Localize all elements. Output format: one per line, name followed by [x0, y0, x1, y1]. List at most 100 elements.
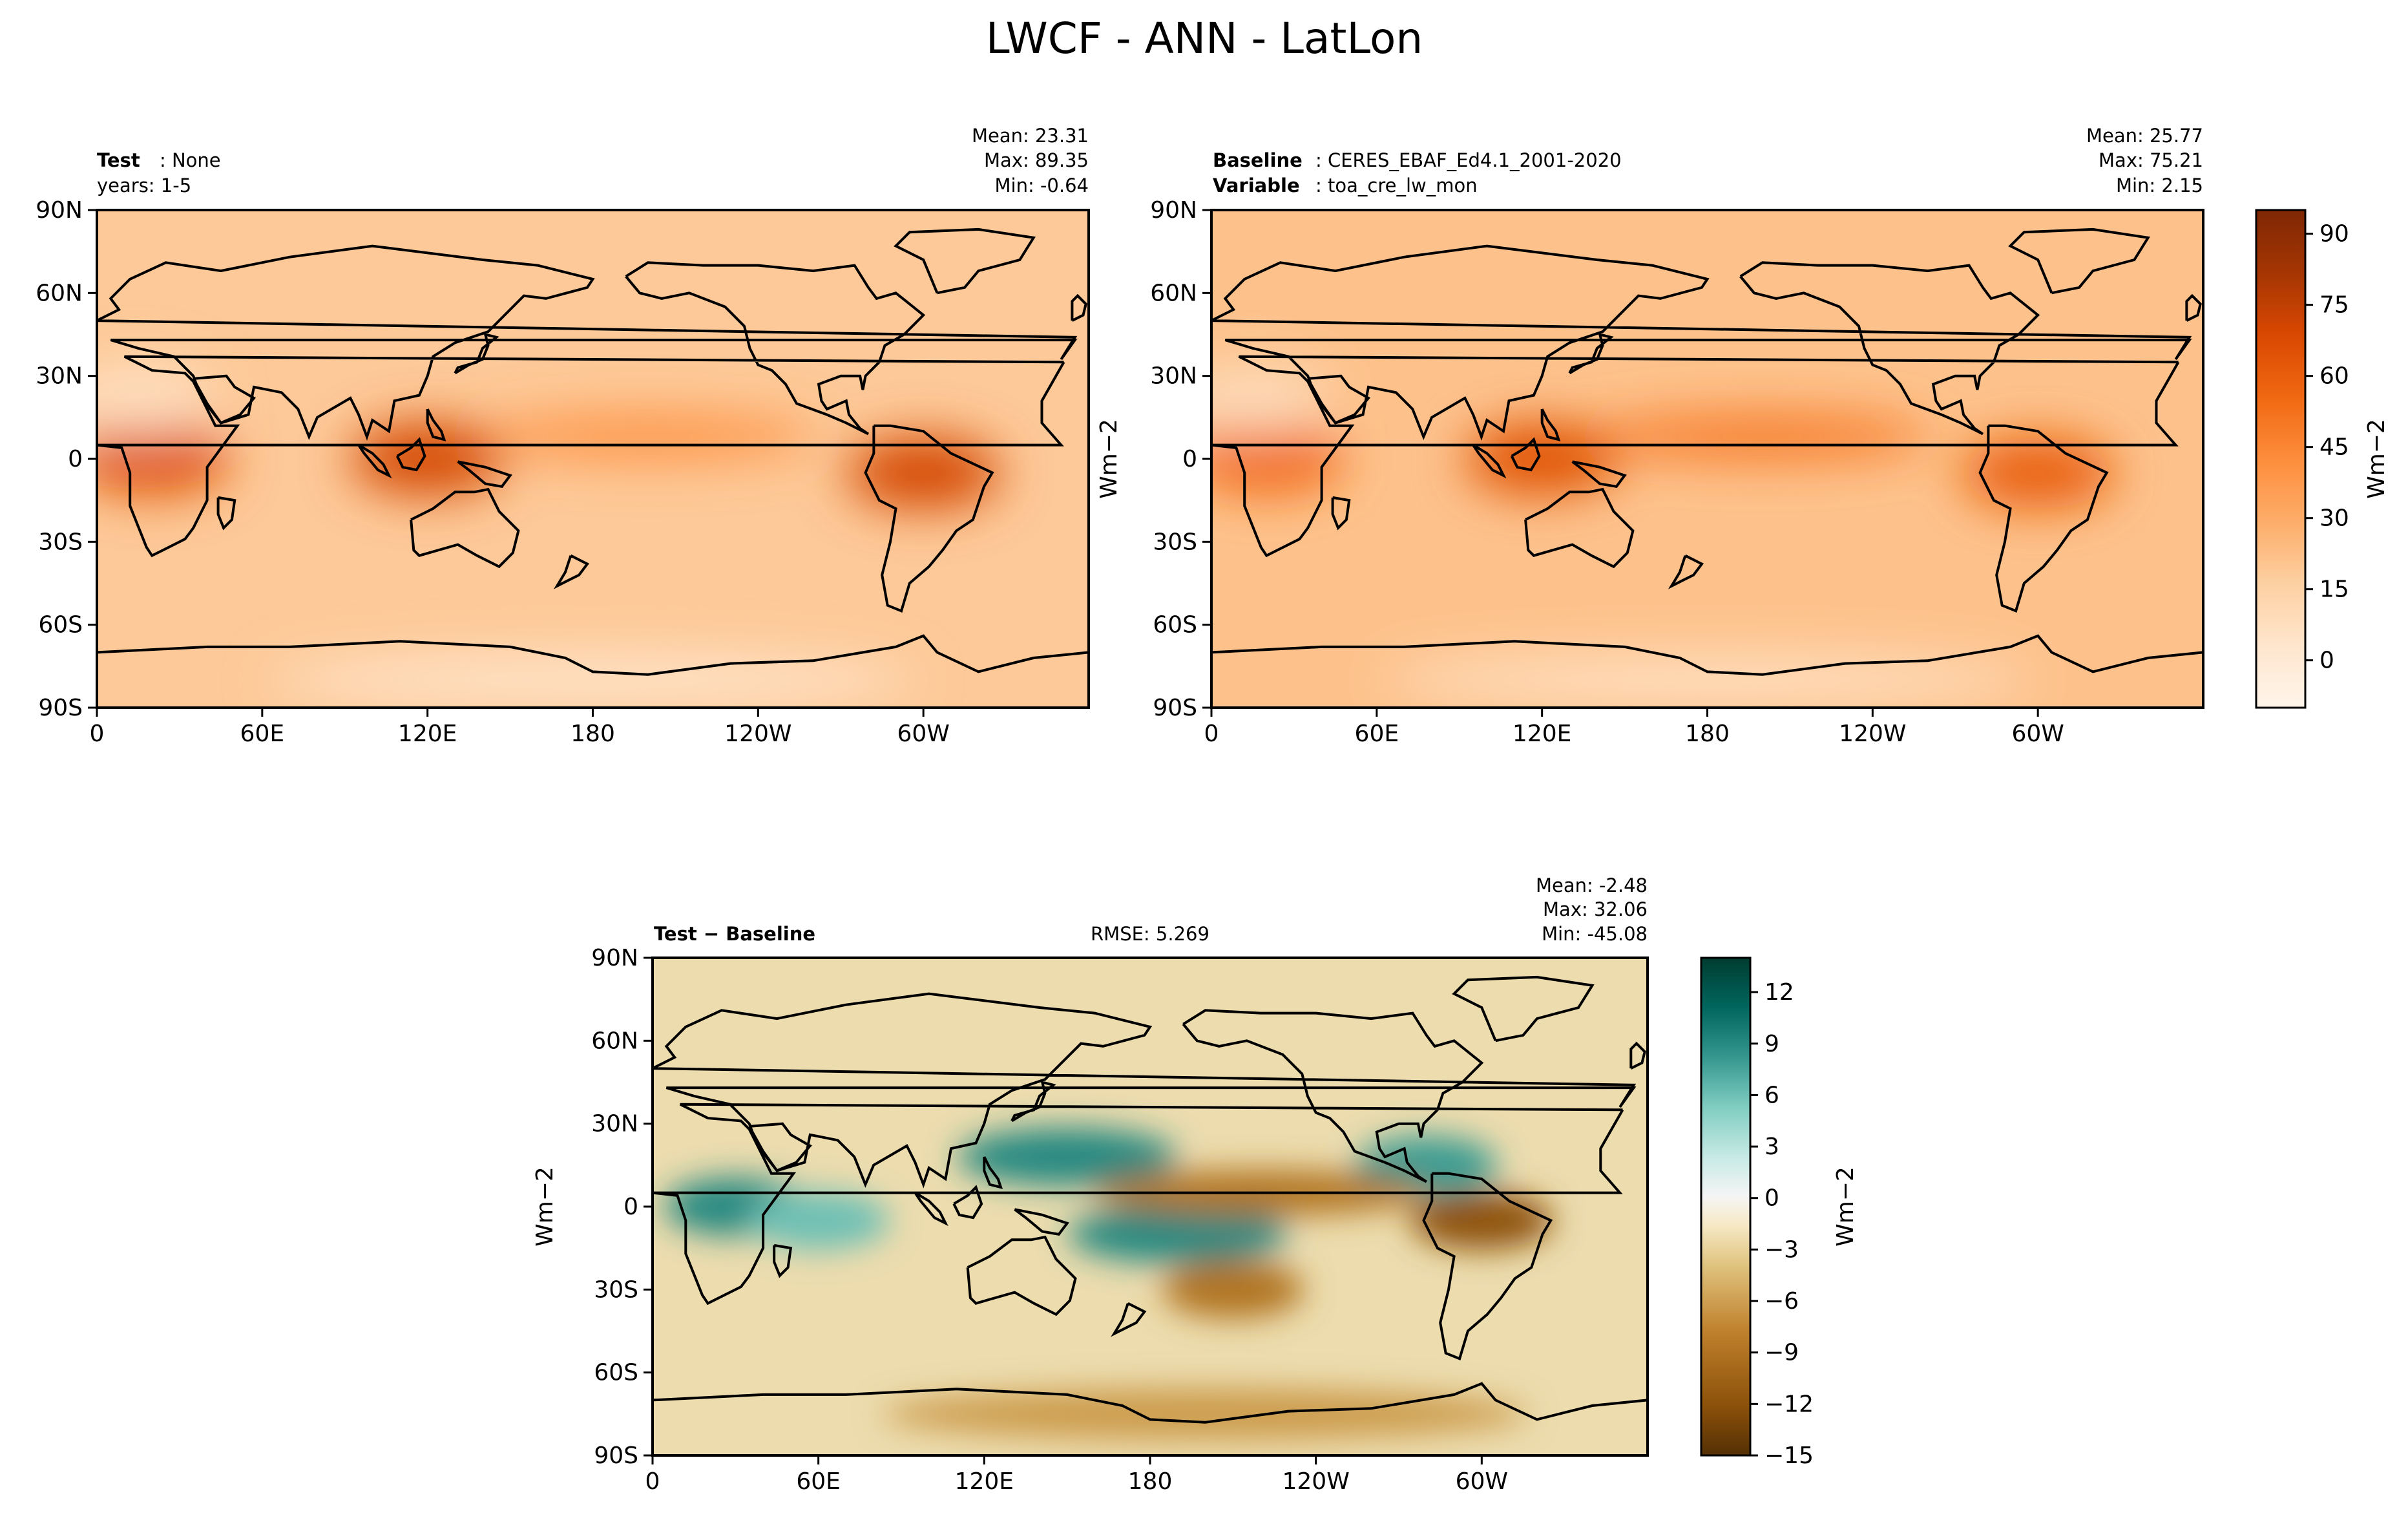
colorbar-label: Wm−2: [1832, 1167, 1859, 1247]
colorbar-ticks: 12 9 6 3 0 −3 −6 −9 −12 −15: [1750, 979, 1814, 1469]
y-tick-label: 60N: [591, 1028, 638, 1054]
x-tick-label: 60W: [2011, 721, 2064, 747]
panel-label-bold: Test: [97, 149, 140, 171]
axis-ticks: 0 60E 120E 180 120W 60W 90N 60N 30N 0 30S 60S 90S: [1150, 197, 2064, 747]
panel-sublabel-text: : toa_cre_lw_mon: [1315, 174, 1478, 196]
y-tick-label: 0: [1182, 446, 1197, 472]
panel-label-text: : None: [160, 149, 221, 171]
field-region: [1067, 1205, 1288, 1263]
stat-mean: Mean: 25.77: [2086, 125, 2203, 147]
x-tick-label: 120W: [1283, 1468, 1350, 1495]
stat-min: Min: -0.64: [995, 174, 1089, 196]
rmse-label: RMSE: 5.269: [1091, 923, 1209, 945]
colorbar-tick-label: 15: [2319, 576, 2349, 603]
colorbar-tick-label: 9: [1764, 1031, 1779, 1057]
field-region: [479, 414, 816, 460]
y-tick-label: 30S: [1153, 529, 1197, 555]
x-tick-label: 0: [645, 1468, 660, 1495]
stat-max: Max: 32.06: [1543, 898, 1648, 920]
panel-baseline: 0 60E 120E 180 120W 60W 90N 60N 30N 0 30S 60S 90S Ba…: [1096, 125, 2390, 747]
y-tick-label: 90S: [594, 1443, 638, 1469]
panel-label-text: : CERES_EBAF_Ed4.1_2001-2020: [1315, 149, 1622, 171]
panel-sublabel: years: 1-5: [97, 174, 191, 196]
colorbar-tick-label: 6: [1764, 1082, 1779, 1108]
x-tick-label: 60E: [240, 721, 285, 747]
y-tick-label: 0: [68, 446, 83, 472]
x-tick-label: 120E: [955, 1468, 1014, 1495]
left-ylabel: Wm−2: [532, 1167, 558, 1247]
y-tick-label: 30N: [1150, 363, 1197, 390]
colorbar-brbg: [1700, 957, 1752, 1457]
x-tick-label: 180: [1128, 1468, 1173, 1495]
colorbar-tick-label: 60: [2319, 363, 2349, 390]
y-tick-label: 0: [623, 1194, 638, 1220]
x-tick-label: 60W: [1456, 1468, 1508, 1495]
colorbar-ticks: 0 15 30 45 60 75 90: [2305, 221, 2349, 674]
y-tick-label: 90N: [1150, 197, 1197, 224]
coastline: [1211, 227, 2204, 676]
x-tick-label: 0: [1204, 721, 1219, 747]
y-tick-label: 30N: [36, 363, 83, 390]
y-tick-label: 90N: [591, 945, 638, 971]
colorbar-oranges: [2255, 209, 2307, 709]
field-region: [269, 654, 916, 706]
field-region: [1211, 362, 1330, 434]
panel-test: 0 60E 120E 180 120W 60W 90N 60N 30N 0 30S 60S 90S Te…: [36, 125, 1090, 747]
colorbar-tick-label: −15: [1764, 1443, 1814, 1469]
x-tick-label: 180: [1685, 721, 1730, 747]
panel-sublabel-bold: Variable: [1213, 174, 1300, 196]
x-tick-label: 60W: [897, 721, 949, 747]
y-tick-label: 90S: [1153, 695, 1197, 721]
panel-label-bold: Baseline: [1213, 149, 1303, 171]
field-region: [97, 362, 216, 434]
stat-min: Min: 2.15: [2116, 174, 2203, 196]
coastline: [96, 227, 1089, 676]
colorbar-tick-label: 0: [2319, 648, 2334, 674]
colorbar-tick-label: −3: [1764, 1236, 1799, 1263]
x-tick-label: 0: [90, 721, 105, 747]
colorbar-tick-label: 90: [2319, 221, 2349, 248]
field-region: [1162, 1260, 1304, 1319]
field-region: [747, 1191, 890, 1250]
colorbar-tick-label: −6: [1764, 1288, 1799, 1315]
colorbar-tick-label: −12: [1764, 1391, 1814, 1417]
panel-diff: 0 60E 120E 180 120W 60W 90N 60N 30N 0 30S 60S 90S Te…: [532, 874, 1859, 1495]
x-tick-label: 120E: [398, 721, 457, 747]
x-tick-label: 120W: [1839, 721, 1906, 747]
colorbar-tick-label: −9: [1764, 1340, 1799, 1366]
field-region: [957, 1128, 1177, 1186]
y-tick-label: 60S: [1153, 612, 1197, 639]
stat-max: Max: 75.21: [2099, 149, 2203, 171]
colorbar-tick-label: 30: [2319, 505, 2349, 532]
x-tick-label: 60E: [1355, 721, 1399, 747]
axis-ticks: 0 60E 120E 180 120W 60W 90N 60N 30N 0 30S 60S 90S: [591, 945, 1508, 1495]
y-tick-label: 60N: [36, 280, 83, 306]
y-tick-label: 30S: [594, 1276, 638, 1303]
panel-label-bold: Test − Baseline: [654, 923, 815, 945]
y-tick-label: 60S: [594, 1360, 638, 1386]
stat-mean: Mean: 23.31: [972, 125, 1089, 147]
field-region: [1384, 654, 2031, 706]
field-region: [846, 437, 1001, 509]
colorbar-tick-label: 0: [1764, 1185, 1779, 1212]
stat-min: Min: -45.08: [1542, 923, 1648, 945]
y-tick-label: 90S: [38, 695, 83, 721]
stat-mean: Mean: -2.48: [1536, 874, 1648, 896]
x-tick-label: 120E: [1513, 721, 1571, 747]
figure-title: LWCF - ANN - LatLon: [986, 14, 1423, 63]
y-tick-label: 30S: [38, 529, 83, 555]
x-tick-label: 180: [571, 721, 615, 747]
colorbar-tick-label: 45: [2319, 434, 2349, 461]
field-region: [1960, 437, 2116, 509]
stat-max: Max: 89.35: [984, 149, 1089, 171]
colorbar-tick-label: 75: [2319, 292, 2349, 319]
coastline: [652, 975, 1648, 1424]
x-tick-label: 60E: [796, 1468, 841, 1495]
y-tick-label: 60S: [38, 612, 83, 639]
axis-ticks: 0 60E 120E 180 120W 60W 90N 60N 30N 0 30S 60S 90S: [36, 197, 950, 747]
field-region: [882, 1388, 1529, 1440]
colorbar-tick-label: 12: [1764, 979, 1794, 1006]
x-tick-label: 120W: [724, 721, 791, 747]
y-tick-label: 90N: [36, 197, 83, 224]
